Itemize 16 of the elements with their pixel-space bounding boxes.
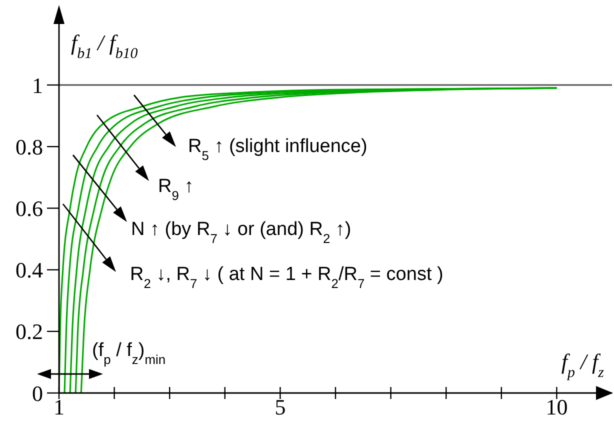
y-tick-label: 1 [32, 72, 43, 98]
annotation: (f$_{p}$ / f$_{z}$)$_{min}$ [92, 340, 166, 366]
x-tick-label: 5 [274, 394, 286, 420]
annotation: R$_{9}$ ↑ [158, 176, 194, 202]
y-tick-label: 0.6 [16, 196, 43, 222]
y-tick-label: 0.8 [16, 134, 43, 160]
y-axis-title: f$_{b1}$ / f$_{b10}$ [71, 30, 138, 62]
text: R$_{2}$ ↓, R$_{7}$ ↓ ( at N = 1 + R$_{2}$/R$_{7}$ = const ) [130, 264, 444, 290]
annotation: R$_{5}$ ↑ (slight influence) [188, 136, 368, 162]
annotation: N ↑ (by R$_{7}$ ↓ or (and) R$_{2}$ ↑) [131, 219, 352, 246]
y-tick-label: 0.4 [16, 258, 43, 283]
y-tick-label: 0 [32, 380, 43, 406]
x-axis-title: f$_{p}$ / f$_{z}$ [561, 349, 604, 381]
x-tick-label: 10 [546, 394, 568, 420]
y-tick-label: 0.2 [16, 319, 43, 344]
x-tick-label: 1 [54, 394, 64, 420]
